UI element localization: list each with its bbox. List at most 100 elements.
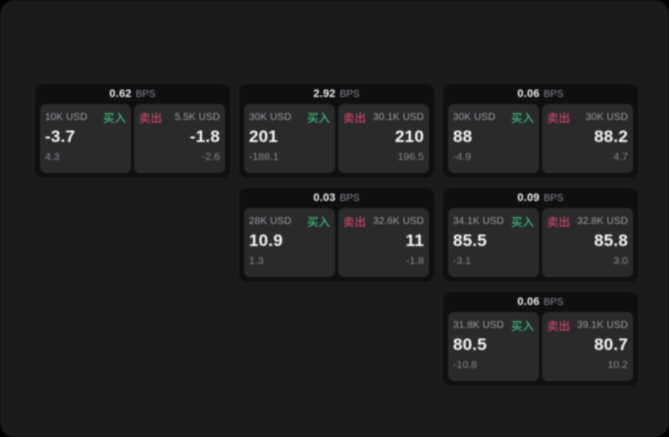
- buy-price: 88: [453, 127, 473, 146]
- spread-header: 0.09 BPS: [443, 188, 638, 208]
- sell-size: 5.5K USD: [174, 112, 220, 123]
- buy-panel-top: 31.8K USD: [453, 319, 534, 332]
- quote-card: 0.06 BPS 31.8K USD 80.5 -10.8 39.1K USD …: [443, 292, 638, 386]
- sell-price: 11: [405, 231, 424, 250]
- buy-price: 85.5: [453, 231, 487, 250]
- spread-unit-label: BPS: [135, 88, 156, 100]
- spread-unit-label: BPS: [339, 88, 360, 100]
- buy-delta: -10.8: [453, 359, 477, 371]
- buy-size: 30K USD: [249, 112, 292, 123]
- buy-label: [511, 216, 534, 228]
- buy-panel-top: 28K USD: [249, 215, 330, 228]
- buy-size: 10K USD: [45, 112, 88, 123]
- buy-quote-panel[interactable]: 28K USD 10.9 1.3: [244, 208, 335, 277]
- sell-size: 30K USD: [585, 112, 628, 123]
- spread-unit-label: BPS: [543, 192, 564, 204]
- sell-delta: -2.6: [201, 151, 220, 163]
- quote-panels: 30K USD 201 -188.1 30.1K USD 210 196.5: [244, 104, 429, 173]
- spread-header: 2.92 BPS: [239, 84, 434, 104]
- spread-value: 0.06: [517, 88, 540, 100]
- sell-price: -1.8: [189, 127, 220, 146]
- sell-quote-panel[interactable]: 30K USD 88.2 4.7: [542, 104, 633, 173]
- sell-label: [547, 216, 570, 228]
- spread-unit-label: BPS: [543, 296, 564, 308]
- buy-size: 30K USD: [453, 112, 496, 123]
- sell-panel-top: 39.1K USD: [547, 319, 628, 332]
- buy-panel-top: 10K USD: [45, 111, 126, 124]
- buy-panel-top: 34.1K USD: [453, 215, 534, 228]
- sell-quote-panel[interactable]: 32.6K USD 11 -1.8: [338, 208, 429, 277]
- quote-card: 0.62 BPS 10K USD -3.7 4.3 5.5K USD -1.8 …: [35, 84, 230, 178]
- buy-size: 31.8K USD: [453, 320, 504, 331]
- sell-size: 30.1K USD: [373, 112, 424, 123]
- sell-delta: 3.0: [613, 255, 628, 267]
- buy-price: 80.5: [453, 335, 487, 354]
- buy-quote-panel[interactable]: 10K USD -3.7 4.3: [40, 104, 131, 173]
- buy-quote-panel[interactable]: 30K USD 201 -188.1: [244, 104, 335, 173]
- spread-unit-label: BPS: [543, 88, 564, 100]
- sell-quote-panel[interactable]: 30.1K USD 210 196.5: [338, 104, 429, 173]
- buy-delta: -188.1: [249, 151, 279, 163]
- sell-panel-top: 5.5K USD: [139, 111, 220, 124]
- sell-label: [139, 112, 162, 124]
- sell-delta: 196.5: [397, 151, 424, 163]
- buy-label: [511, 320, 534, 332]
- spread-header: 0.62 BPS: [35, 84, 230, 104]
- buy-label: [103, 112, 126, 124]
- buy-delta: -3.1: [453, 255, 472, 267]
- sell-size: 39.1K USD: [577, 320, 628, 331]
- quote-panels: 10K USD -3.7 4.3 5.5K USD -1.8 -2.6: [40, 104, 225, 173]
- sell-quote-panel[interactable]: 39.1K USD 80.7 10.2: [542, 312, 633, 381]
- buy-label: [307, 216, 330, 228]
- sell-quote-panel[interactable]: 32.8K USD 85.8 3.0: [542, 208, 633, 277]
- sell-delta: -1.8: [405, 255, 424, 267]
- sell-price: 80.7: [594, 335, 628, 354]
- spread-value: 0.09: [517, 192, 540, 204]
- quote-panels: 30K USD 88 -4.9 30K USD 88.2 4.7: [448, 104, 633, 173]
- quote-panels: 34.1K USD 85.5 -3.1 32.8K USD 85.8 3.0: [448, 208, 633, 277]
- buy-price: -3.7: [45, 127, 76, 146]
- sell-panel-top: 30.1K USD: [343, 111, 424, 124]
- quote-card: 2.92 BPS 30K USD 201 -188.1 30.1K USD 21…: [239, 84, 434, 178]
- sell-price: 88.2: [594, 127, 628, 146]
- sell-label: [547, 112, 570, 124]
- buy-delta: 4.3: [45, 151, 60, 163]
- spread-value: 2.92: [313, 88, 336, 100]
- quote-panels: 28K USD 10.9 1.3 32.6K USD 11 -1.8: [244, 208, 429, 277]
- quote-grid: 0.62 BPS 10K USD -3.7 4.3 5.5K USD -1.8 …: [35, 84, 638, 386]
- sell-price: 85.8: [594, 231, 628, 250]
- quote-card: 0.06 BPS 30K USD 88 -4.9 30K USD 88.2 4.…: [443, 84, 638, 178]
- buy-price: 201: [249, 127, 278, 146]
- spread-value: 0.03: [313, 192, 336, 204]
- buy-label: [307, 112, 330, 124]
- sell-size: 32.6K USD: [373, 216, 424, 227]
- buy-panel-top: 30K USD: [249, 111, 330, 124]
- sell-delta: 10.2: [607, 359, 628, 371]
- sell-panel-top: 30K USD: [547, 111, 628, 124]
- quote-card: 0.09 BPS 34.1K USD 85.5 -3.1 32.8K USD 8…: [443, 188, 638, 282]
- buy-label: [511, 112, 534, 124]
- quote-card: 0.03 BPS 28K USD 10.9 1.3 32.6K USD 11 -…: [239, 188, 434, 282]
- buy-price: 10.9: [249, 231, 283, 250]
- spread-header: 0.06 BPS: [443, 292, 638, 312]
- buy-quote-panel[interactable]: 34.1K USD 85.5 -3.1: [448, 208, 539, 277]
- buy-size: 28K USD: [249, 216, 292, 227]
- buy-delta: 1.3: [249, 255, 264, 267]
- sell-label: [343, 112, 366, 124]
- spread-value: 0.06: [517, 296, 540, 308]
- sell-delta: 4.7: [613, 151, 628, 163]
- spread-unit-label: BPS: [339, 192, 360, 204]
- buy-size: 34.1K USD: [453, 216, 504, 227]
- sell-panel-top: 32.8K USD: [547, 215, 628, 228]
- sell-label: [343, 216, 366, 228]
- sell-panel-top: 32.6K USD: [343, 215, 424, 228]
- spread-value: 0.62: [109, 88, 132, 100]
- sell-quote-panel[interactable]: 5.5K USD -1.8 -2.6: [134, 104, 225, 173]
- buy-quote-panel[interactable]: 30K USD 88 -4.9: [448, 104, 539, 173]
- spread-header: 0.03 BPS: [239, 188, 434, 208]
- buy-quote-panel[interactable]: 31.8K USD 80.5 -10.8: [448, 312, 539, 381]
- sell-label: [547, 320, 570, 332]
- sell-price: 210: [395, 127, 424, 146]
- quote-panels: 31.8K USD 80.5 -10.8 39.1K USD 80.7 10.2: [448, 312, 633, 381]
